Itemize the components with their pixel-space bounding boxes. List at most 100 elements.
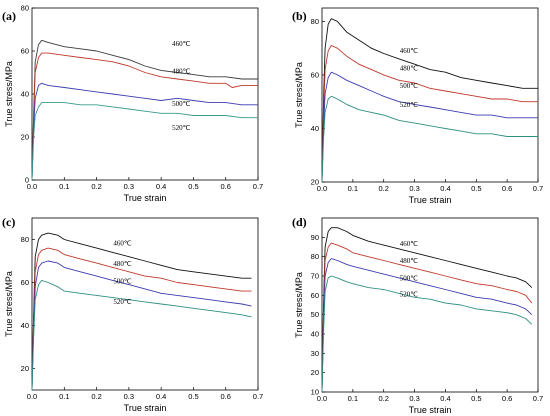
series-line-4: [321, 95, 538, 183]
panel-label: (d): [292, 215, 307, 229]
chart-panel-2: (b) 0.0 0.1 0.2 0.3 0.4 0.5 0.6 0.7 20 40 60 80 True …: [292, 7, 543, 205]
y-tick-label: 20: [311, 178, 319, 187]
plot-frame: [31, 217, 259, 391]
plot-frame: [321, 217, 539, 393]
series-line-2: [31, 52, 258, 181]
series-label: 520℃: [113, 298, 132, 306]
x-tick-label: 0.1: [59, 182, 69, 191]
x-tick-label: 0.2: [91, 182, 101, 191]
x-tick-label: 0.5: [188, 392, 198, 401]
series-line-1: [31, 232, 252, 391]
y-tick-label: 90: [311, 233, 319, 242]
series-line-2: [321, 45, 538, 183]
y-tick-label: 80: [311, 252, 319, 261]
y-tick-label: 80: [311, 17, 319, 26]
x-tick-label: 0.3: [124, 392, 134, 401]
series-label: 460℃: [400, 47, 419, 55]
y-tick-label: 0: [25, 176, 29, 185]
y-tick-label: 20: [311, 368, 319, 377]
y-tick-label: 20: [21, 364, 29, 373]
x-tick-label: 0.0: [27, 182, 37, 191]
series-label: 500℃: [172, 100, 191, 108]
x-axis-title: True strain: [124, 403, 167, 413]
x-tick-label: 0.7: [253, 392, 263, 401]
y-tick-label: 80: [21, 4, 29, 13]
y-tick-label: 40: [21, 321, 29, 330]
series-line-3: [321, 258, 533, 393]
y-axis-title: True stress/MPa: [294, 272, 304, 338]
y-tick-label: 10: [311, 388, 319, 397]
x-tick-label: 0.2: [378, 184, 388, 193]
panel-label: (c): [2, 215, 15, 229]
panel-label: (a): [2, 9, 16, 23]
y-tick-label: 50: [311, 310, 319, 319]
y-tick-label: 40: [311, 330, 319, 339]
x-tick-label: 0.0: [317, 394, 327, 403]
x-tick-label: 0.2: [91, 392, 101, 401]
y-tick-label: 30: [311, 349, 319, 358]
y-tick-label: 40: [311, 124, 319, 133]
chart-panel-4: (d) 0.0 0.1 0.2 0.3 0.4 0.5 0.6 0.7 10 20 30 40 50 60 7…: [292, 215, 543, 415]
x-tick-label: 0.1: [59, 392, 69, 401]
series-line-1: [31, 39, 258, 181]
series-label: 500℃: [113, 277, 132, 285]
series-line-4: [31, 279, 252, 391]
y-tick-label: 60: [21, 47, 29, 56]
chart-panel-3: (c) 0.0 0.1 0.2 0.3 0.4 0.5 0.6 0.7 20 40 60 80 True …: [2, 215, 263, 413]
x-tick-label: 0.6: [220, 182, 230, 191]
series-label: 520℃: [400, 101, 419, 109]
y-tick-label: 80: [21, 235, 29, 244]
series-line-1: [321, 18, 538, 183]
x-tick-label: 0.2: [378, 394, 388, 403]
y-axis-title: True stress/MPa: [4, 271, 14, 337]
x-tick-label: 0.6: [502, 184, 512, 193]
x-tick-label: 0.1: [348, 184, 358, 193]
series-line-2: [321, 242, 533, 393]
x-tick-label: 0.3: [409, 184, 419, 193]
chart-panel-1: (a) 0.0 0.1 0.2 0.3 0.4 0.5 0.6 0.7 0 20 40 60 80 True…: [2, 4, 263, 204]
x-tick-label: 0.3: [124, 182, 134, 191]
plot-frame: [321, 7, 539, 183]
series-line-2: [31, 247, 252, 391]
x-tick-label: 0.6: [502, 394, 512, 403]
x-tick-label: 0.7: [533, 184, 543, 193]
series-line-3: [321, 71, 538, 183]
series-label: 480℃: [113, 260, 132, 268]
y-tick-label: 60: [311, 291, 319, 300]
series-line-3: [31, 82, 258, 181]
x-tick-label: 0.4: [156, 392, 166, 401]
x-tick-label: 0.6: [220, 392, 230, 401]
x-tick-label: 0.5: [188, 182, 198, 191]
y-tick-label: 60: [311, 70, 319, 79]
series-label: 460℃: [172, 40, 191, 48]
series-label: 480℃: [400, 65, 419, 73]
x-tick-label: 0.5: [471, 184, 481, 193]
x-tick-label: 0.1: [348, 394, 358, 403]
series-label: 480℃: [172, 67, 191, 75]
plot-frame: [31, 7, 259, 181]
series-label: 500℃: [400, 275, 419, 283]
series-label: 520℃: [400, 290, 419, 298]
y-tick-label: 60: [21, 278, 29, 287]
x-axis-title: True strain: [124, 193, 167, 203]
series-line-4: [321, 275, 533, 393]
y-tick-label: 70: [311, 272, 319, 281]
x-axis-title: True strain: [409, 195, 452, 205]
x-tick-label: 0.3: [409, 394, 419, 403]
series-line-3: [31, 260, 252, 391]
x-tick-label: 0.0: [317, 184, 327, 193]
series-label: 460℃: [113, 240, 132, 248]
x-tick-label: 0.4: [440, 184, 450, 193]
x-tick-label: 0.7: [533, 394, 543, 403]
series-label: 520℃: [172, 124, 191, 132]
x-tick-label: 0.4: [440, 394, 450, 403]
y-tick-label: 20: [21, 133, 29, 142]
series-label: 460℃: [400, 240, 419, 248]
x-axis-title: True strain: [409, 405, 452, 415]
y-axis-title: True stress/MPa: [294, 62, 304, 128]
x-tick-label: 0.0: [27, 392, 37, 401]
panel-label: (b): [292, 9, 307, 23]
series-label: 500℃: [400, 82, 419, 90]
y-tick-label: 40: [21, 90, 29, 99]
